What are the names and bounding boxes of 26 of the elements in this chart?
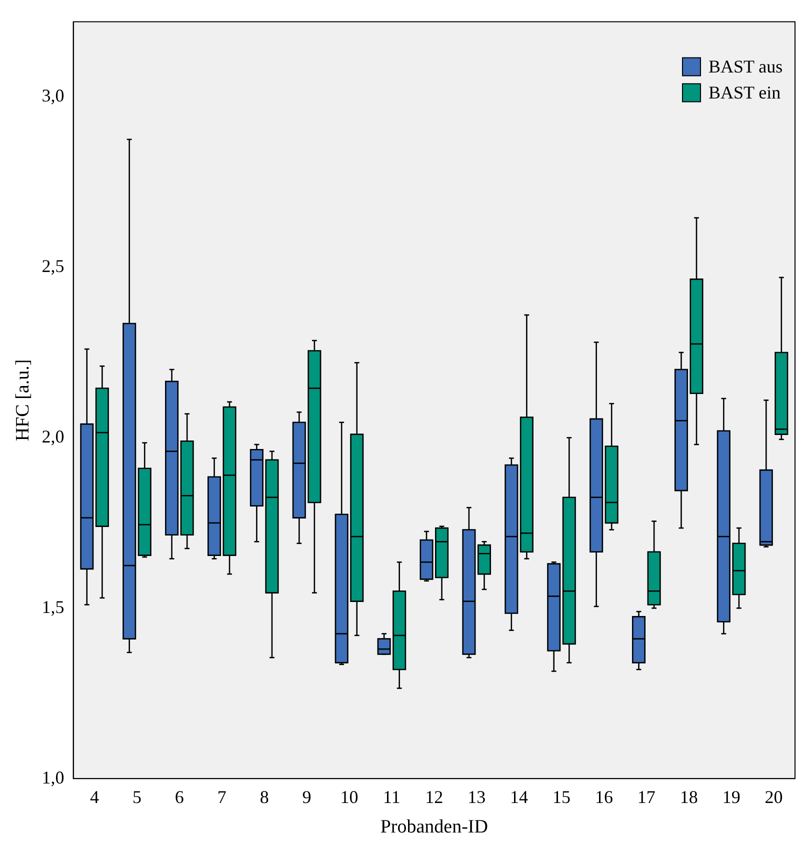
x-tick-label: 8 (260, 787, 269, 808)
x-tick-label: 5 (132, 787, 142, 808)
y-tick-label: 2,5 (42, 256, 64, 276)
x-tick-label: 16 (594, 787, 613, 808)
x-tick-label: 20 (764, 787, 783, 808)
y-tick-label: 1,5 (42, 596, 64, 617)
x-tick-label: 18 (680, 787, 698, 808)
x-tick-label: 19 (722, 787, 740, 808)
legend-label: BAST aus (708, 56, 783, 77)
y-tick-label: 2,0 (42, 426, 64, 446)
x-tick-label: 11 (383, 787, 400, 808)
x-tick-label: 7 (217, 787, 226, 808)
x-tick-label: 9 (302, 787, 312, 808)
x-tick-label: 12 (425, 787, 444, 808)
x-tick-label: 14 (510, 787, 528, 808)
x-tick-label: 4 (90, 787, 100, 808)
y-tick-label: 1,0 (42, 767, 64, 788)
x-tick-label: 17 (637, 787, 656, 808)
legend-label: BAST ein (708, 82, 781, 103)
x-tick-label: 6 (174, 787, 184, 808)
y-axis-title: HFC [a.u.] (12, 359, 34, 442)
x-tick-label: 13 (468, 787, 486, 808)
x-tick-label: 15 (552, 787, 571, 808)
x-tick-label: 10 (340, 787, 358, 808)
x-axis-title: Probanden-ID (380, 816, 488, 838)
y-tick-label: 3,0 (42, 86, 64, 106)
